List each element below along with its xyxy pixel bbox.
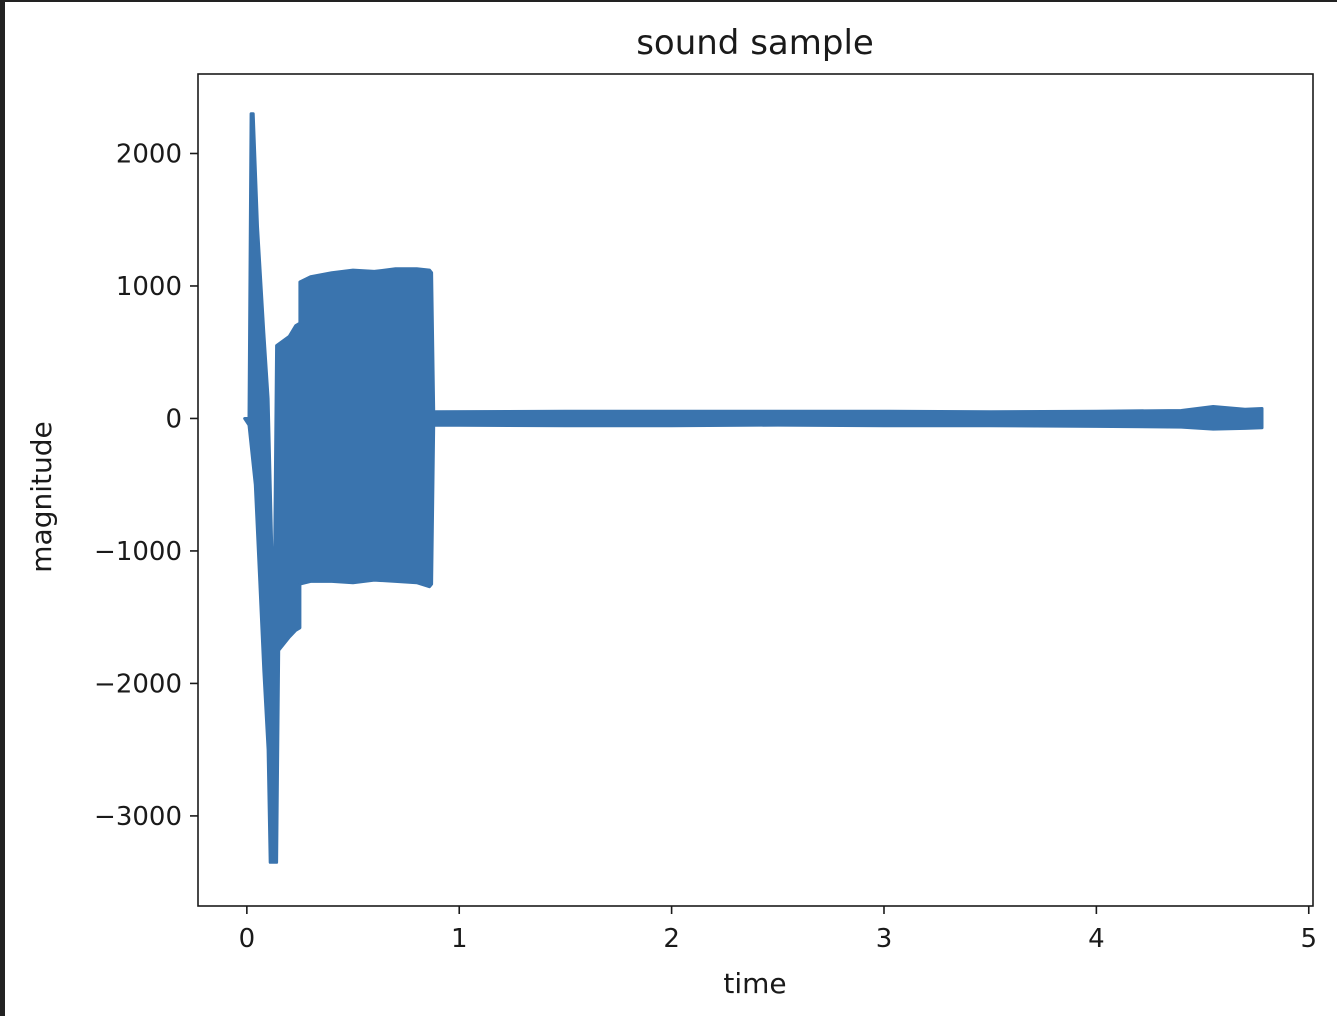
y-tick-label: −2000	[94, 669, 182, 699]
plot-area	[243, 112, 1264, 864]
y-tick-label: 2000	[116, 139, 182, 169]
y-tick-label: −3000	[94, 802, 182, 832]
y-tick-label: −1000	[94, 537, 182, 567]
x-tick-label: 4	[1088, 924, 1105, 954]
x-tick-label: 1	[451, 924, 468, 954]
series-line-0	[243, 112, 1264, 864]
y-tick-label: 1000	[116, 272, 182, 302]
y-axis-ticks: 2000 1000 0 −1000 −2000 −3000	[94, 139, 198, 832]
x-tick-label: 5	[1300, 924, 1317, 954]
x-tick-label: 0	[239, 924, 256, 954]
x-tick-label: 2	[663, 924, 680, 954]
x-axis-label: time	[723, 967, 786, 1000]
x-axis-ticks: 0 1 2 3 4 5	[239, 906, 1317, 954]
x-tick-label: 3	[876, 924, 893, 954]
chart-title: sound sample	[636, 23, 874, 63]
y-axis-label: magnitude	[25, 421, 58, 572]
chart-figure: sound sample time magnitude 0 1 2 3 4 5 2000 1…	[5, 2, 1337, 1016]
y-tick-label: 0	[165, 404, 182, 434]
chart-svg: sound sample time magnitude 0 1 2 3 4 5 2000 1…	[25, 23, 1317, 1000]
axes-frame	[197, 73, 1314, 907]
